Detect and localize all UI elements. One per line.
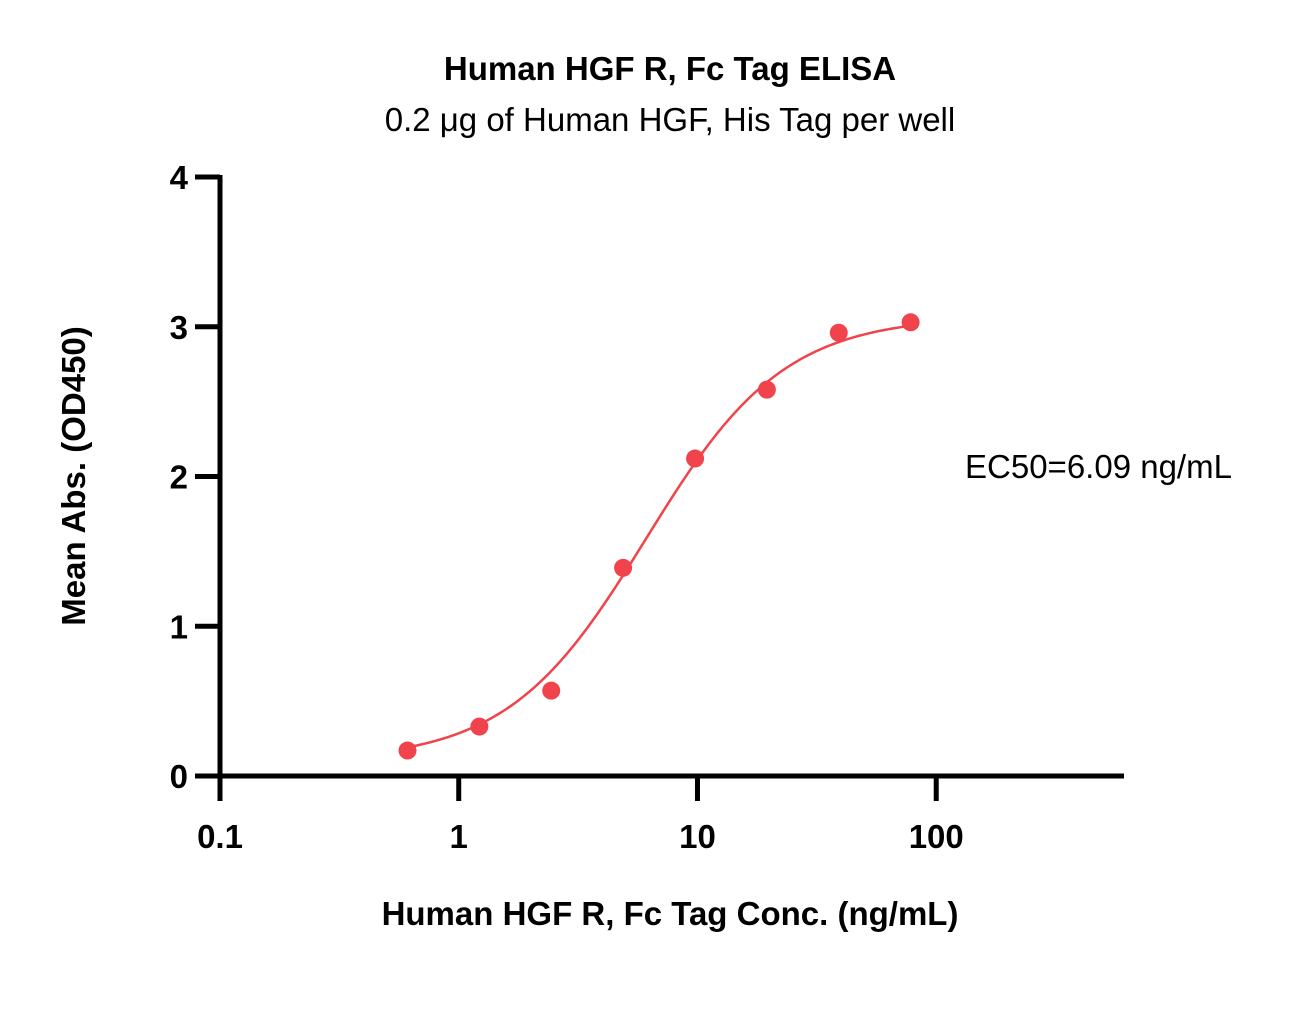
ec50-annotation: EC50=6.09 ng/mL: [965, 448, 1232, 485]
x-tick-label: 0.1: [197, 818, 243, 855]
y-tick-label: 1: [170, 608, 188, 645]
x-tick-label: 10: [679, 818, 716, 855]
data-point: [470, 717, 489, 736]
data-point: [901, 313, 920, 332]
y-tick-label: 4: [170, 159, 189, 196]
x-axis-label: Human HGF R, Fc Tag Conc. (ng/mL): [382, 895, 959, 932]
y-tick-label: 0: [170, 758, 188, 795]
x-tick-label: 1: [450, 818, 468, 855]
fit-curve-layer: [407, 324, 911, 749]
data-point: [398, 741, 417, 760]
data-point: [614, 558, 633, 577]
chart-subtitle: 0.2 μg of Human HGF, His Tag per well: [385, 101, 955, 138]
x-tick-label: 100: [909, 818, 964, 855]
y-axis-label: Mean Abs. (OD450): [55, 326, 92, 626]
fit-curve: [407, 324, 911, 749]
y-tick-label: 2: [170, 459, 188, 496]
chart-title: Human HGF R, Fc Tag ELISA: [444, 50, 896, 87]
y-ticks: 0 1 2 3 4: [170, 159, 220, 795]
data-point: [829, 323, 848, 342]
data-points-layer: [398, 313, 920, 760]
y-tick-label: 3: [170, 309, 188, 346]
data-point: [542, 681, 561, 700]
x-ticks: 0.1 1 10 100: [197, 776, 964, 855]
data-point: [757, 380, 776, 399]
data-point: [686, 449, 705, 468]
